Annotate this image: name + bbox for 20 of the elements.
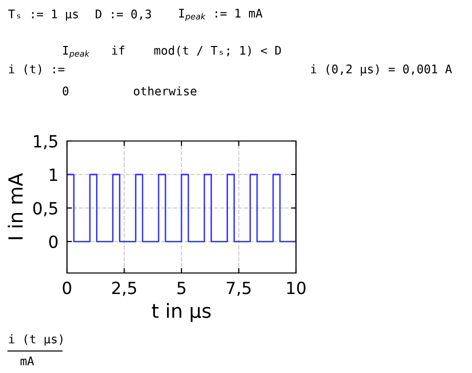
text: D := 0,3 xyxy=(96,10,151,20)
text: i (t) := xyxy=(9,64,64,75)
y-tick-label: 0 xyxy=(49,235,58,248)
text: i (t µs) xyxy=(9,334,62,346)
x-tick-label: 5 xyxy=(177,282,186,294)
y-tick-label: 1 xyxy=(50,168,58,181)
text: Tₛ := 1 µs xyxy=(8,10,78,21)
y-tick-label: 0,5 xyxy=(33,202,58,216)
text: I$_{peak}$ := 1 mA xyxy=(179,8,262,22)
x-tick-label: 10 xyxy=(287,282,306,294)
x-tick-label: 7,5 xyxy=(226,282,251,296)
text: 0 otherwise xyxy=(62,86,196,96)
x-tick-label: 2,5 xyxy=(112,282,136,296)
x-tick-label: 0 xyxy=(62,282,72,294)
text: I$_{peak}$ if mod(t / Tₛ; 1) < D xyxy=(63,46,281,58)
y-axis-title: I in mA xyxy=(8,173,23,240)
text: mA xyxy=(20,356,34,366)
x-axis-title: t in µs xyxy=(152,303,211,322)
y-tick-label: 1,5 xyxy=(34,135,58,150)
text: i (0,2 µs) = 0,001 A xyxy=(311,64,452,76)
